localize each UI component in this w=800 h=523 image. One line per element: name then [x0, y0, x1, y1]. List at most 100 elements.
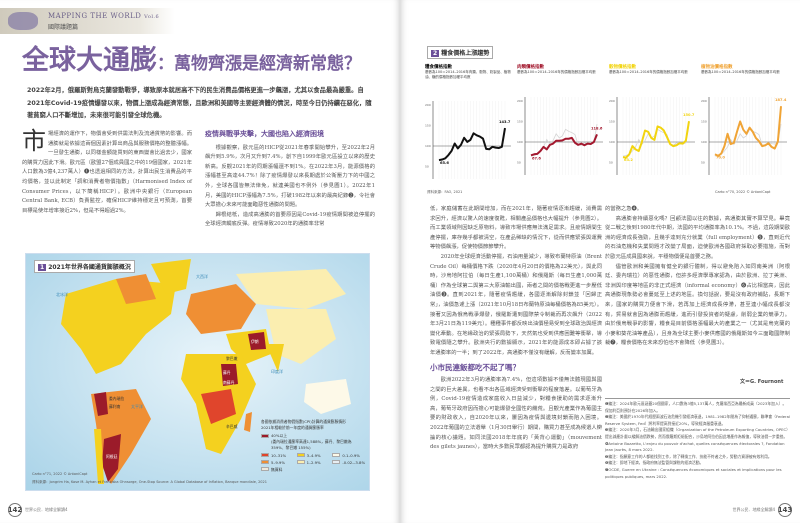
- country-label: 辛巴威: [226, 424, 238, 429]
- y-tick-label: 150: [517, 119, 523, 123]
- chile: [94, 429, 104, 484]
- series-line: [438, 127, 506, 162]
- ocean-label: 大西洋: [196, 274, 208, 279]
- body-paragraph: 歐洲2022年3月的通膨率為7.4%，但這項數據不僅無法體現國與國之間的巨大差異…: [430, 377, 602, 451]
- axis: [432, 101, 511, 188]
- page-number: 143: [778, 503, 792, 517]
- chart-title: 穀物價格指數: [609, 65, 636, 70]
- data-label: 70.0: [716, 155, 725, 159]
- legend-item: 5–9.9%: [261, 460, 295, 465]
- article-title: 全球大通膨：萬物齊漲是經濟新常態？: [22, 38, 361, 77]
- legend-item: 0.1–0.9%: [332, 453, 366, 458]
- left-page: MAPPING THE WORLD Vol.6 國際議題篇 全球大通膨：萬物齊漲…: [0, 8, 375, 517]
- right-column-1: 低，家庭儲蓄在此期間增加，而在2021年，隨著疫情逐漸趨緩，消費需求回升，經濟以…: [430, 205, 602, 453]
- country-label: 黎巴嫩: [226, 356, 238, 361]
- argentina: [102, 434, 121, 482]
- chart-note: 基數為100＝2014–2016年的價格指數加權平均數: [701, 70, 780, 74]
- ocean-label: 太平洋: [131, 404, 143, 409]
- series-line: [530, 133, 598, 156]
- chart-credit: Carto n°70, 2022 © AntoniCapt: [715, 190, 771, 194]
- legend-item: 1–2.9%: [296, 460, 331, 465]
- y-tick-label: 200: [701, 99, 707, 103]
- y-tick-label: 100: [425, 144, 431, 148]
- y-tick-label: 50: [425, 165, 429, 169]
- data-label: 67.6: [532, 156, 541, 160]
- body-paragraph: 低，家庭儲蓄在此期間增加，而在2021年，隨著疫情逐漸趨緩，消費需求回升，經濟以…: [430, 206, 602, 251]
- section-heading: 疫情與戰爭夾擊，大國也陷入經濟困境: [205, 130, 324, 138]
- chart-4: 植物油價格指數基數為100＝2014–2016年的價格指數加權平均數050100…: [701, 64, 789, 194]
- madagascar: [244, 412, 252, 432]
- body-paragraph: 儘管歐洲和美國擁有健全的銀行體制，得以避免陷入如同南美洲（阿根廷、委內瑞拉）的惡…: [605, 263, 790, 347]
- series-line: [622, 120, 690, 159]
- author-credit: 文＝G. Fournont: [740, 379, 784, 385]
- canada-east: [116, 274, 156, 304]
- chart-note: 基數為100＝2014–2016年的價格指數加權平均數: [609, 70, 688, 74]
- y-tick-label: 50: [701, 160, 705, 164]
- y-tick-label: 50: [609, 160, 613, 164]
- y-tick-label: 200: [517, 99, 523, 103]
- chart-plot: 0501001502002000020406081012141618202163…: [609, 96, 695, 189]
- page-footer: 142 世界公民．地緣全解讀4: [8, 503, 68, 517]
- body-paragraph: 高通膨會持續惡化嗎？回顧法國以往的數據，高通膨其實不算罕見。畢竟從二戰之後到19…: [605, 215, 790, 260]
- left-column-2: 疫情與戰爭夾擊，大國也陷入經濟困境 根據觀察，歐元區的HICP從2021年春季開…: [205, 130, 375, 230]
- footnote: ❺編注：指願意工作的人都能找到工作，除了轉換工作、技能不符者之外，勞動力資源被有…: [605, 453, 772, 459]
- y-tick-label: 100: [701, 140, 707, 144]
- chart-title: 植物油價格指數: [701, 65, 733, 70]
- page-footer: 世界公民．地緣全解讀4 143: [732, 503, 792, 517]
- india: [266, 344, 284, 372]
- axis: [708, 96, 787, 183]
- footnote: ❹Antoine Bozzetto, L'enjeu du pouvoir d'…: [605, 440, 785, 453]
- legend-item: 40%以上: [261, 433, 366, 439]
- north-america: [61, 279, 176, 374]
- body-paragraph: 歸根結柢，造成高通膨的首要原因是Covid-19疫情期間被迫停擺的全球經濟觸底反…: [205, 211, 375, 228]
- drop-cap: 市: [22, 127, 46, 155]
- australia: [304, 379, 351, 414]
- country-label: 南蘇丹: [223, 380, 235, 385]
- chart-1: 糧食價格指數 基數為100＝2014–2016年肉類、穀物、奶製品、植物油、糖的價…: [425, 64, 513, 194]
- footnote: ❷編注：美國於1970年代經歷兩波石油危機引發經濟衰退，1981–1982年間為…: [605, 414, 790, 426]
- footer-text: 世界公民．地緣全解讀4: [732, 507, 775, 512]
- legend-item: 10–31%: [261, 453, 295, 458]
- y-tick-label: 200: [425, 103, 431, 107]
- axis: [524, 96, 603, 183]
- y-tick-label: 150: [609, 119, 615, 123]
- chart-source: 資料來源：FAO, 2021: [427, 190, 463, 194]
- footnote: ❸編注：2020年3月，石油輸出國家組織（Organization of the…: [605, 427, 790, 439]
- legend-item: 無資料: [261, 467, 295, 473]
- title-main: 全球大通膨: [22, 45, 157, 76]
- chart-plot: 0501001502002000020406081012141618202167…: [517, 96, 603, 189]
- world-map-icon: [8, 12, 38, 30]
- country-label: 蘇丹: [223, 370, 231, 375]
- left-column-1: 市場經濟的運作下，物價會受到供需法則及流通貨幣的影響。而通膨就是依據這兩個因素計…: [22, 127, 192, 216]
- legend-swatch: [261, 434, 269, 438]
- y-tick-label: 100: [517, 140, 523, 144]
- figure-label: 1 2021年世界各國通貨膨脹概況: [34, 260, 135, 273]
- chart-2: 肉類價格指數基數為100＝2014–2016年的價格指數加權平均數0501001…: [517, 64, 605, 194]
- map-credit: Carto n°71, 2022 © AntoniCapt: [32, 472, 88, 476]
- body-paragraph: 的當務之急❹。: [605, 206, 643, 212]
- series-header: MAPPING THE WORLD Vol.6 國際議題篇: [0, 8, 175, 34]
- country-label: 伊朗: [251, 339, 259, 344]
- country-label: 委內瑞拉: [109, 396, 125, 401]
- country-label: 阿根廷: [106, 454, 118, 459]
- data-label: 65.6: [440, 161, 449, 165]
- ocean-label: 印度洋: [271, 369, 283, 374]
- intro-paragraph: 2022年2月，俄羅斯對烏克蘭發動戰爭，導致原本就居高不下的民生消費品價格更進一…: [27, 87, 372, 119]
- map-source: 資料來源：Jongrim Ha, Kose M. Ayhan et Franzi…: [32, 480, 267, 484]
- right-column-2: 的當務之急❹。 高通膨會持續惡化嗎？回顧法國以往的數據，高通膨其實不算罕見。畢竟…: [605, 205, 790, 349]
- title-sub: ：萬物齊漲是經濟新常態？: [157, 54, 361, 74]
- map-legend: 各國依據消費者物價指數(CPI)計算的通貨膨脹情形 2021年相較於前一年度的通…: [261, 419, 366, 473]
- chart-title: 糧食價格指數: [425, 65, 452, 70]
- chart-note: 基數為100＝2014–2016年肉類、穀物、奶製品、植物油、糖的價格指數加權平…: [425, 70, 511, 79]
- figure-label: 2 糧食價格上漲趨勢: [427, 46, 494, 59]
- food-price-charts: 2 糧食價格上漲趨勢 糧食價格指數 基數為100＝2014–2016年肉類、穀物、奶…: [425, 44, 790, 196]
- inflation-world-map: 1 2021年世界各國通貨膨脹概況 北冰洋 太平洋 大西洋 印度洋 委內瑞拉 蘇利: [25, 253, 370, 491]
- series-title: MAPPING THE WORLD: [48, 12, 142, 20]
- footnote: ❻編注：即地下經濟，指政府無法監管與課稅的經濟活動。: [605, 460, 704, 466]
- y-tick-label: 50: [517, 160, 521, 164]
- right-page: 2 糧食價格上漲趨勢 糧食價格指數 基數為100＝2014–2016年肉類、穀物、奶…: [400, 0, 800, 523]
- country-label: 蘇利南: [109, 404, 121, 409]
- data-label: 118.6: [591, 126, 603, 130]
- sudan: [221, 364, 238, 386]
- data-label: 63.2: [624, 158, 633, 162]
